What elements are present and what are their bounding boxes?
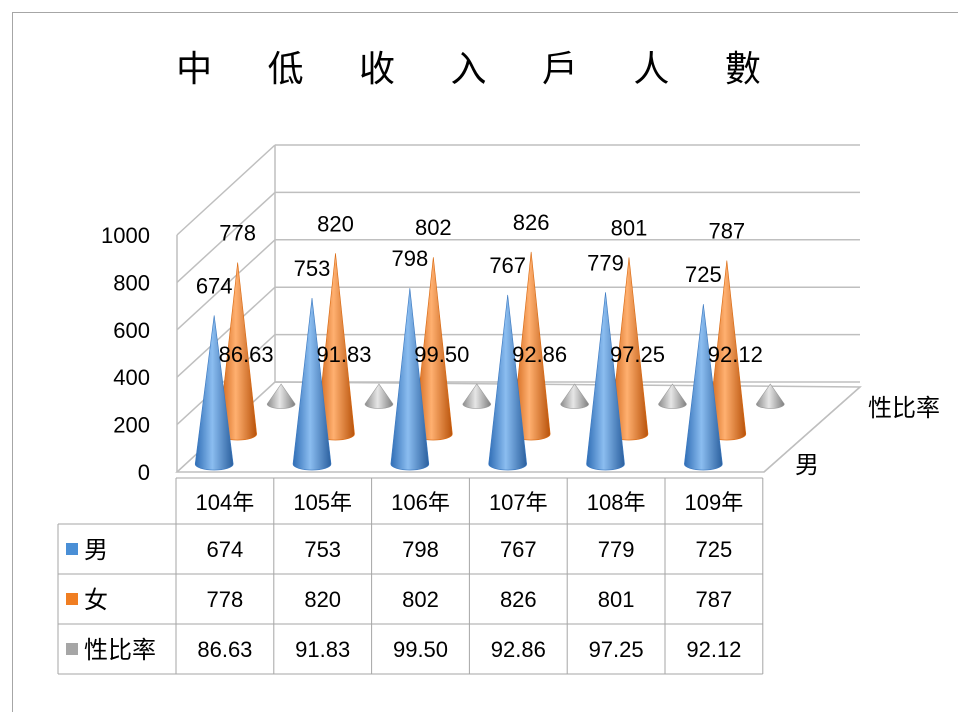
cone-0-4: [586, 292, 625, 471]
data-label: 801: [611, 215, 648, 240]
legend-swatch: [66, 593, 78, 605]
table-cell: 798: [402, 537, 439, 562]
table-cell: 826: [500, 587, 537, 612]
data-label: 91.83: [316, 342, 371, 367]
y-axis: 0 200 400 600 800 1000: [101, 223, 150, 485]
x-tick-label: 105年: [293, 490, 352, 515]
depth-axis: 男 性比率: [763, 386, 940, 479]
cone-2-4: [658, 383, 687, 409]
table-cell: 674: [207, 537, 244, 562]
table-cell: 767: [500, 537, 537, 562]
data-label: 674: [196, 273, 233, 298]
data-label: 92.86: [512, 342, 567, 367]
depth-axis-line: [763, 386, 861, 473]
data-label: 753: [294, 256, 331, 281]
cone-0-5: [684, 304, 723, 471]
data-label: 92.12: [708, 342, 763, 367]
data-labels: 86.63 91.83 99.50 92.86 97.25 92.12 778 820 802 8…: [196, 210, 763, 367]
cone-2-3: [560, 383, 589, 409]
x-tick-label: 104年: [196, 490, 255, 515]
data-label: 787: [708, 219, 745, 244]
wall-side-line: [176, 286, 276, 378]
wall-side-line: [176, 239, 276, 331]
depth-label-back: 性比率: [868, 395, 940, 422]
y-tick-label: 200: [113, 413, 150, 438]
data-label: 767: [489, 253, 526, 278]
table-cell: 779: [598, 537, 635, 562]
cone-2-2: [462, 383, 492, 409]
wall-side-line: [176, 144, 276, 236]
y-tick-label: 0: [138, 460, 150, 485]
data-label: 86.63: [219, 342, 274, 367]
table-cell: 99.50: [393, 637, 448, 662]
data-label: 798: [391, 246, 428, 271]
legend-entry: 男: [84, 537, 108, 564]
table-cell: 802: [402, 587, 439, 612]
data-label: 725: [685, 262, 722, 287]
y-tick-label: 600: [113, 318, 150, 343]
chart-frame: [12, 12, 958, 712]
data-label: 99.50: [414, 342, 469, 367]
data-label: 778: [219, 221, 256, 246]
data-label: 97.25: [610, 342, 665, 367]
cone-2-1: [364, 383, 394, 409]
x-tick-label: 106年: [391, 490, 450, 515]
table-cell: 92.12: [686, 637, 741, 662]
table-cell: 820: [304, 587, 341, 612]
table-cell: 86.63: [197, 637, 252, 662]
y-tick-label: 1000: [101, 223, 150, 248]
x-tick-label: 108年: [587, 490, 646, 515]
legend-entry: 性比率: [84, 637, 156, 664]
table-cell: 801: [598, 587, 635, 612]
wall-side-line: [176, 191, 276, 283]
legend-swatch: [66, 543, 78, 555]
table-cell: 92.86: [491, 637, 546, 662]
y-tick-label: 800: [113, 270, 150, 295]
data-label: 826: [513, 210, 550, 235]
chart-title: 中 低 收 入 戶 人 數: [176, 49, 783, 90]
series-marks: [194, 251, 785, 471]
data-label: 820: [317, 211, 354, 236]
data-label: 779: [587, 250, 624, 275]
cone-0-1: [292, 297, 332, 471]
depth-label-front: 男: [795, 452, 819, 479]
table-cell: 778: [207, 587, 244, 612]
data-label: 802: [415, 215, 452, 240]
x-tick-label: 109年: [685, 490, 744, 515]
cone-2-5: [756, 383, 785, 409]
cone-0-3: [488, 294, 527, 471]
cone-0-2: [390, 288, 430, 471]
table-cell: 725: [696, 537, 733, 562]
cone-0-0: [194, 315, 234, 471]
x-tick-label: 107年: [489, 490, 548, 515]
cone-2-0: [266, 383, 296, 409]
legend-swatch: [66, 643, 78, 655]
table-cell: 91.83: [295, 637, 350, 662]
y-tick-label: 400: [113, 365, 150, 390]
table-cell: 97.25: [589, 637, 644, 662]
table-cell: 753: [304, 537, 341, 562]
table-cell: 787: [696, 587, 733, 612]
legend-entry: 女: [84, 587, 108, 614]
